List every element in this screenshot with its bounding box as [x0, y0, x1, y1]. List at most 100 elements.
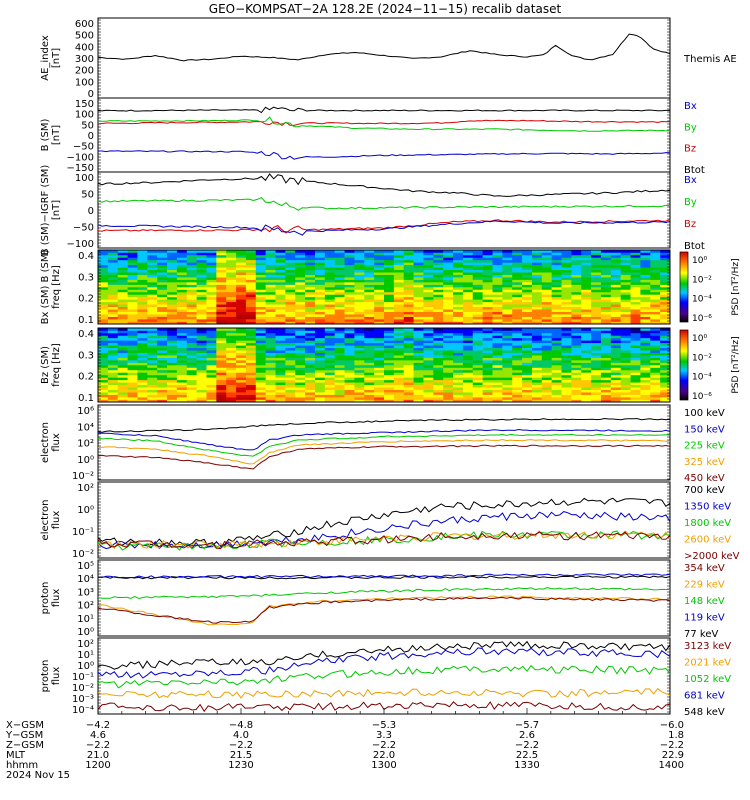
spectrogram-cell: [650, 374, 661, 378]
spectrogram-cell: [295, 387, 306, 390]
spectrogram-cell: [433, 365, 444, 368]
spectrogram-cell: [384, 382, 395, 386]
spectrogram-cell: [295, 289, 306, 293]
spectrogram-cell: [591, 384, 602, 388]
spectrogram-cell: [324, 374, 335, 378]
spectrogram-cell: [502, 357, 513, 361]
spectrogram-cell: [216, 374, 227, 378]
spectrogram-cell: [374, 291, 385, 295]
spectrogram-cell: [364, 277, 375, 280]
spectrogram-cell: [581, 367, 592, 371]
spectrogram-cell: [226, 282, 237, 285]
spectrogram-cell: [196, 347, 207, 351]
spectrogram-cell: [522, 352, 533, 356]
spectrogram-cell: [393, 264, 405, 268]
spectrogram-cell: [285, 372, 296, 376]
spectrogram-cell: [127, 399, 138, 403]
spectrogram-cell: [305, 362, 316, 366]
spectrogram-cell: [354, 314, 365, 317]
spectrogram-cell: [137, 355, 148, 358]
spectrogram-cell: [561, 367, 572, 371]
spectrogram-cell: [630, 294, 641, 298]
spectrogram-cell: [295, 311, 306, 315]
spectrogram-cell: [462, 335, 474, 339]
spectrogram-cell: [610, 274, 621, 278]
spectrogram-cell: [226, 301, 237, 305]
spectrogram-cell: [245, 301, 257, 305]
spectrogram-cell: [374, 269, 385, 273]
spectrogram-cell: [157, 269, 168, 273]
spectrogram-cell: [502, 335, 513, 339]
spectrogram-cell: [502, 367, 513, 371]
spectrogram-cell: [591, 369, 602, 373]
spectrogram-cell: [167, 294, 178, 298]
spectrogram-cell: [295, 382, 306, 386]
spectrogram-cell: [265, 379, 276, 383]
spectrogram-cell: [462, 284, 474, 288]
spectrogram-cell: [196, 377, 207, 381]
spectrogram-cell: [531, 374, 543, 378]
spectrogram-cell: [620, 254, 631, 258]
spectrogram-cell: [374, 369, 385, 373]
spectrogram-cell: [295, 355, 306, 358]
spectrogram-cell: [531, 274, 543, 278]
spectrogram-cell: [512, 362, 523, 366]
spectrogram-cell: [147, 296, 158, 300]
spectrogram-cell: [226, 389, 237, 393]
spectrogram-cell: [285, 314, 296, 317]
spectrogram-cell: [443, 337, 454, 341]
spectrogram-cell: [314, 357, 326, 361]
spectrogram-cell: [364, 272, 375, 275]
spectrogram-cell: [561, 337, 572, 341]
spectrogram-cell: [403, 355, 414, 358]
spectrogram-cell: [630, 291, 641, 295]
spectrogram-cell: [551, 352, 562, 356]
spectrogram-cell: [216, 254, 227, 258]
y-tick-label: 0.4: [78, 251, 94, 262]
spectrogram-cell: [393, 311, 405, 315]
spectrogram-cell: [147, 355, 158, 358]
spectrogram-cell: [541, 365, 552, 368]
spectrogram-cell: [364, 399, 375, 403]
spectrogram-cell: [630, 287, 641, 290]
spectrogram-cell: [147, 282, 158, 285]
spectrogram-cell: [522, 306, 533, 310]
spectrogram-cell: [236, 328, 247, 331]
spectrogram-cell: [176, 382, 188, 386]
spectrogram-cell: [186, 345, 197, 349]
spectrogram-cell: [630, 272, 641, 275]
legend-entry: 77 keV: [684, 629, 718, 640]
spectrogram-cell: [433, 382, 444, 386]
spectrogram-cell: [453, 277, 464, 280]
spectrogram-cell: [157, 360, 168, 363]
spectrogram-cell: [295, 350, 306, 353]
spectrogram-cell: [127, 267, 138, 271]
spectrogram-cell: [364, 328, 375, 331]
spectrogram-cell: [443, 399, 454, 403]
spectrogram-cell: [147, 294, 158, 298]
y-axis-label: proton: [40, 660, 51, 693]
spectrogram-cell: [344, 279, 355, 283]
y-tick-label: 50: [81, 120, 94, 131]
spectrogram-cell: [413, 389, 424, 393]
spectrogram-cell: [324, 355, 335, 358]
spectrogram-cell: [344, 311, 355, 315]
spectrogram-cell: [522, 332, 533, 336]
spectrogram-cell: [522, 360, 533, 363]
spectrogram-cell: [354, 357, 365, 361]
spectrogram-cell: [117, 382, 128, 386]
legend-entry: By: [684, 122, 697, 133]
spectrogram-cell: [600, 352, 612, 356]
spectrogram-cell: [413, 321, 424, 325]
spectrogram-cell: [581, 257, 592, 261]
y-axis-label: Bz (SM): [40, 346, 51, 384]
spectrogram-cell: [157, 284, 168, 288]
spectrogram-cell: [512, 367, 523, 371]
spectrogram-cell: [403, 250, 414, 253]
spectrogram-cell: [354, 360, 365, 363]
spectrogram-cell: [285, 296, 296, 300]
spectrogram-cell: [147, 279, 158, 283]
spectrogram-cell: [147, 301, 158, 305]
spectrogram-cell: [591, 252, 602, 256]
spectrogram-cell: [502, 332, 513, 336]
